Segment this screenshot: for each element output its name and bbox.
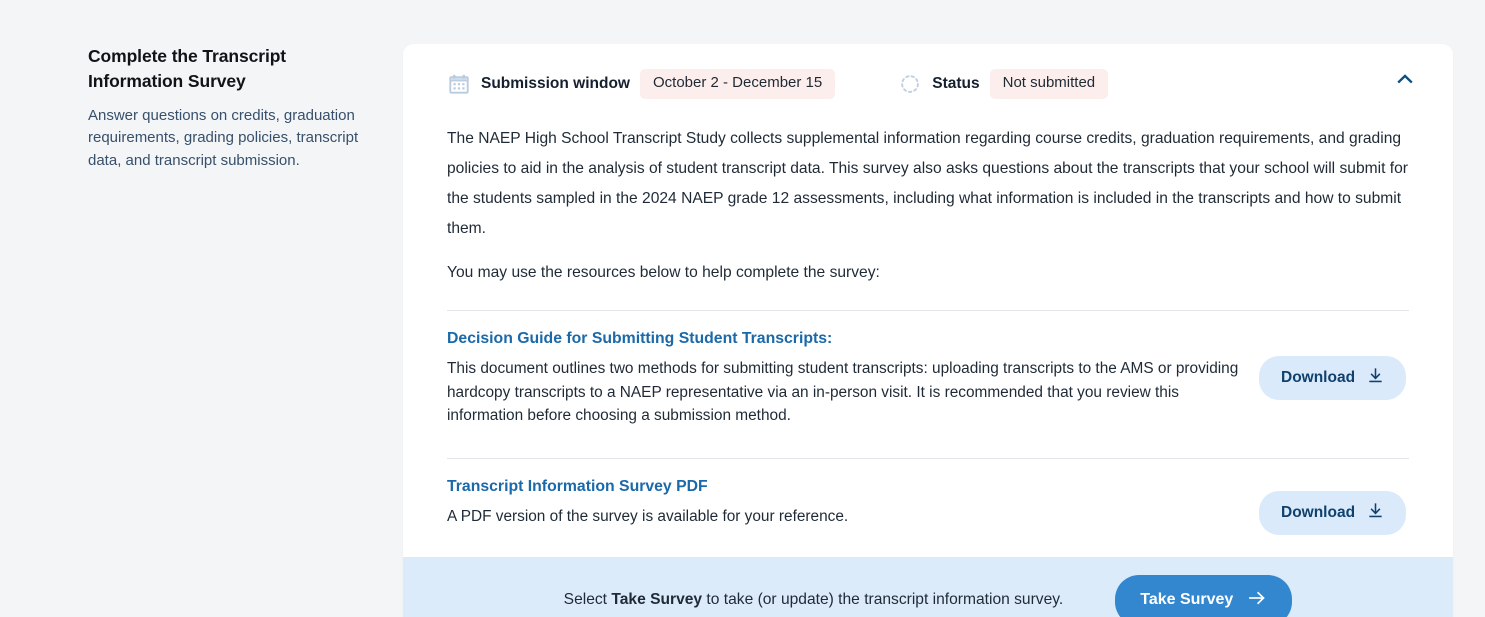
status-group: Status Not submitted bbox=[898, 69, 1109, 99]
footer-text-after: to take (or update) the transcript infor… bbox=[702, 591, 1064, 609]
resource-link-decision-guide[interactable]: Decision Guide for Submitting Student Tr… bbox=[447, 330, 833, 347]
take-survey-button[interactable]: Take Survey bbox=[1115, 574, 1293, 617]
divider bbox=[447, 310, 1409, 311]
card-footer: Select Take Survey to take (or update) t… bbox=[403, 556, 1453, 617]
download-survey-pdf-button[interactable]: Download bbox=[1259, 490, 1407, 535]
task-description-sidebar: Complete the Transcript Information Surv… bbox=[0, 0, 403, 173]
calendar-icon bbox=[447, 72, 471, 96]
resources-intro-paragraph: You may use the resources below to help … bbox=[447, 264, 880, 282]
submission-window-group: Submission window October 2 - December 1… bbox=[447, 69, 836, 99]
arrow-right-icon bbox=[1247, 588, 1267, 613]
download-icon bbox=[1367, 502, 1384, 524]
status-badge: Not submitted bbox=[989, 69, 1109, 99]
intro-paragraph: The NAEP High School Transcript Study co… bbox=[447, 130, 1408, 238]
submission-window-badge: October 2 - December 15 bbox=[639, 69, 836, 99]
resource-content: Decision Guide for Submitting Student Tr… bbox=[447, 330, 1239, 428]
resource-action: Download bbox=[1259, 330, 1409, 400]
page-title: Complete the Transcript Information Surv… bbox=[88, 46, 287, 91]
resource-content: Transcript Information Survey PDF A PDF … bbox=[447, 478, 1239, 529]
footer-text-before: Select bbox=[563, 591, 612, 609]
dashed-circle-icon bbox=[898, 72, 922, 96]
chevron-up-icon bbox=[1394, 68, 1416, 93]
footer-text-emphasis: Take Survey bbox=[611, 591, 703, 609]
resource-item: Decision Guide for Submitting Student Tr… bbox=[447, 311, 1409, 436]
download-button-label: Download bbox=[1281, 369, 1356, 386]
download-icon bbox=[1367, 367, 1384, 389]
footer-instruction: Select Take Survey to take (or update) t… bbox=[564, 591, 1064, 609]
resource-link-survey-pdf[interactable]: Transcript Information Survey PDF bbox=[447, 477, 708, 495]
survey-card: Submission window October 2 - December 1… bbox=[403, 44, 1453, 617]
resource-description: This document outlines two methods for s… bbox=[447, 360, 1239, 425]
download-decision-guide-button[interactable]: Download bbox=[1259, 356, 1407, 400]
resource-action: Download bbox=[1259, 478, 1409, 535]
resource-description: A PDF version of the survey is available… bbox=[447, 507, 849, 525]
collapse-card-button[interactable] bbox=[1387, 62, 1423, 98]
download-button-label: Download bbox=[1281, 503, 1356, 521]
divider bbox=[447, 457, 1409, 459]
card-header: Submission window October 2 - December 1… bbox=[403, 44, 1453, 106]
take-survey-button-label: Take Survey bbox=[1140, 591, 1234, 609]
card-body: The NAEP High School Transcript Study co… bbox=[403, 106, 1453, 543]
resource-item: Transcript Information Survey PDF A PDF … bbox=[447, 459, 1409, 543]
status-label: Status bbox=[932, 75, 980, 92]
page-subtitle: Answer questions on credits, graduation … bbox=[88, 106, 359, 170]
submission-window-label: Submission window bbox=[481, 75, 630, 92]
